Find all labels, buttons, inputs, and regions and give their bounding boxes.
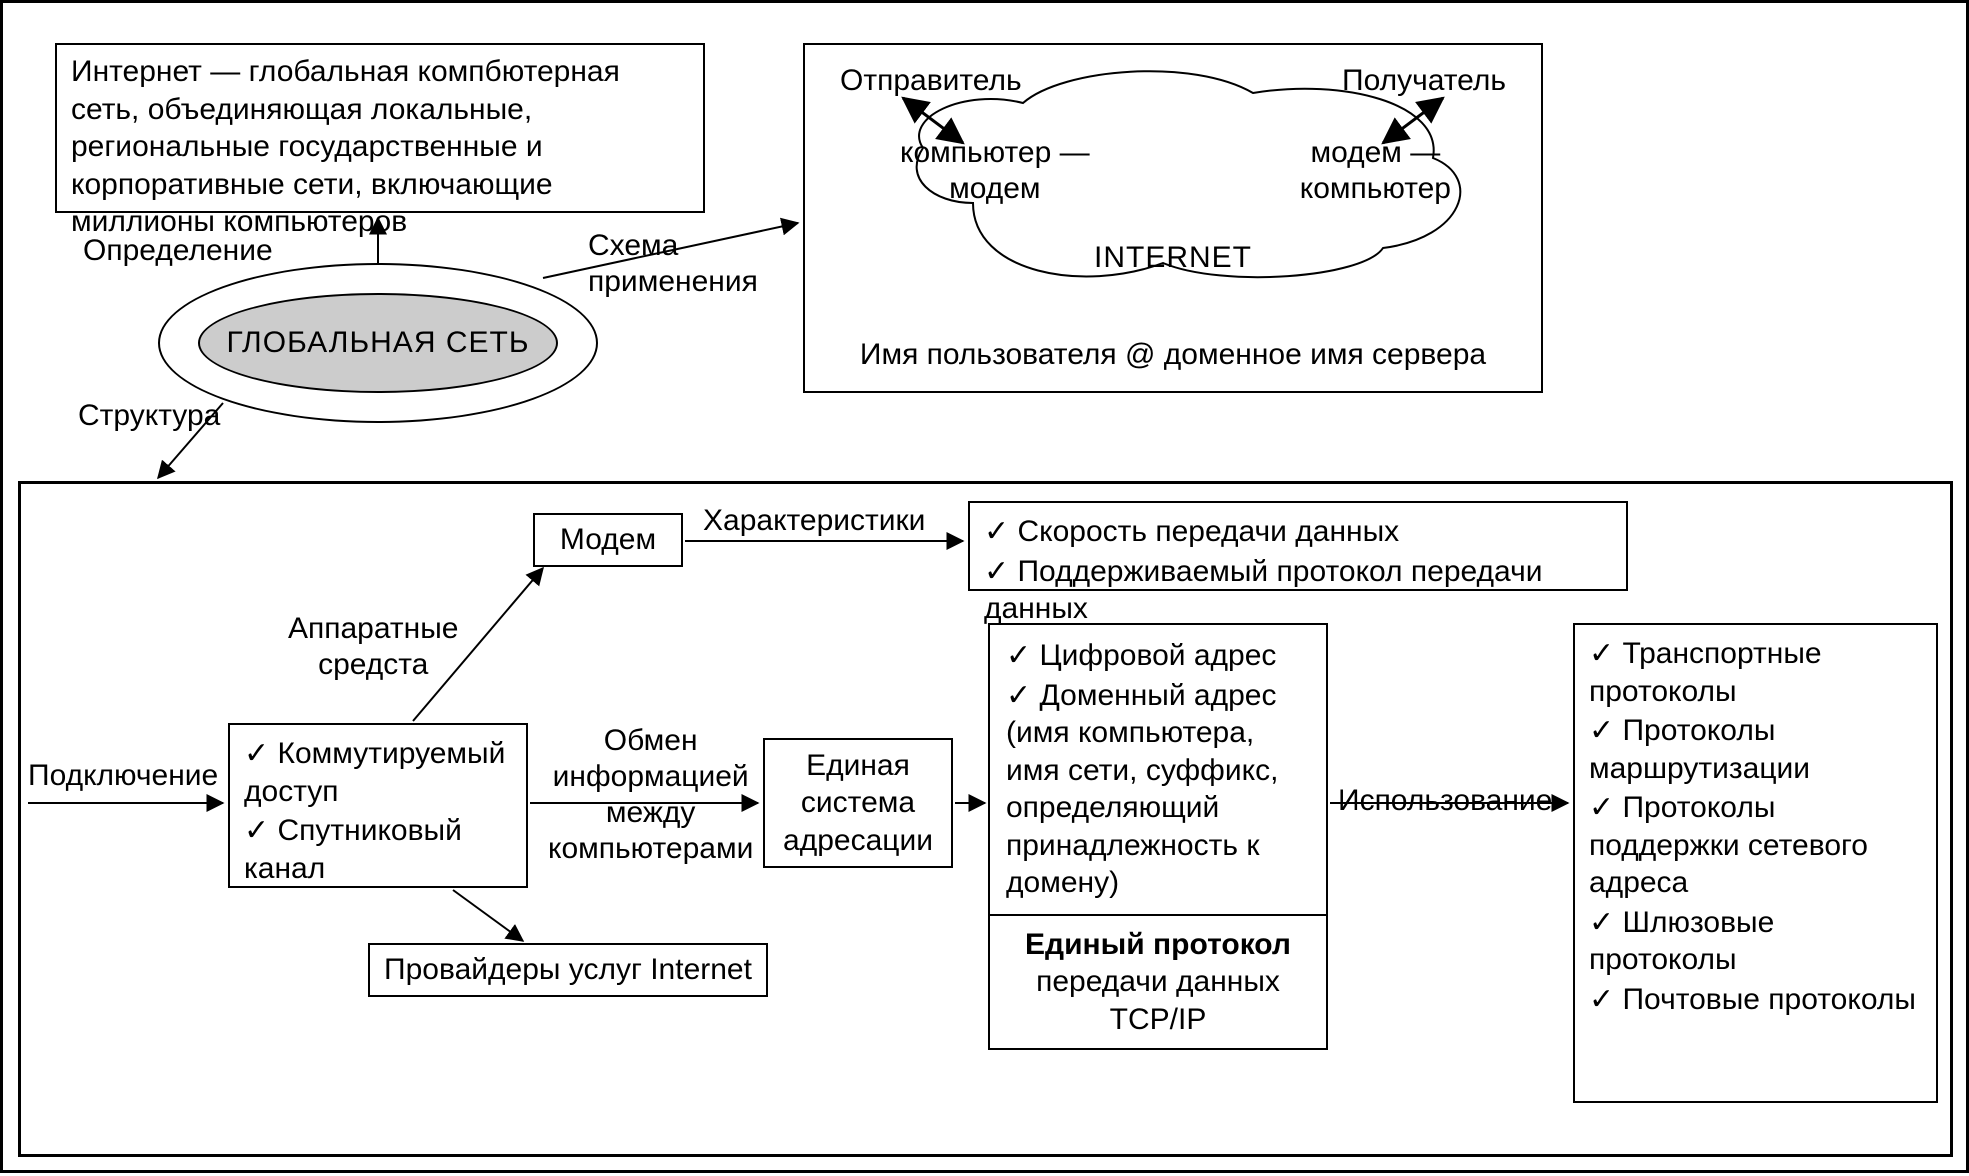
protocol-item: Протоколы маршрутизации (1589, 712, 1922, 787)
protocol-sub: передачи данных TCP/IP (1006, 963, 1310, 1038)
protocol-item: Транспортные протоколы (1589, 635, 1922, 710)
modem-chars-box: Скорость передачи данных Поддерживаемый … (968, 501, 1628, 591)
addr-item: Доменный адрес (имя компьютера, имя сети… (1006, 677, 1310, 902)
label-structure: Структура (78, 398, 220, 434)
label-characteristics: Характеристики (703, 503, 925, 539)
schema-left-pair: компьютер — модем (900, 135, 1090, 207)
protocols-list: Транспортные протоколы Протоколы маршрут… (1589, 635, 1922, 1018)
protocol-title: Единый протокол (1006, 926, 1310, 964)
ellipse-inner: ГЛОБАЛЬНАЯ СЕТЬ (198, 293, 558, 393)
addressing-details-list: Цифровой адрес Доменный адрес (имя компь… (1006, 637, 1310, 902)
modem-char-item: Скорость передачи данных (984, 513, 1612, 551)
schema-box: Отправитель Получатель компьютер — модем… (803, 43, 1543, 393)
schema-bottom: Имя пользователя @ доменное имя сервера (825, 337, 1521, 373)
modem-chars-list: Скорость передачи данных Поддерживаемый … (984, 513, 1612, 628)
access-item: Спутниковый канал (244, 812, 512, 887)
schema-sender: Отправитель (840, 63, 1022, 99)
access-box: Коммутируемый доступ Спутниковый канал (228, 723, 528, 888)
schema-cloud-label: INTERNET (825, 240, 1521, 276)
protocols-box: Транспортные протоколы Протоколы маршрут… (1573, 623, 1938, 1103)
schema-receiver: Получатель (1342, 63, 1506, 99)
protocol-item: Протоколы поддержки сетевого адреса (1589, 789, 1922, 902)
ellipse-label: ГЛОБАЛЬНАЯ СЕТЬ (226, 326, 529, 360)
addressing-details-box: Цифровой адрес Доменный адрес (имя компь… (988, 623, 1328, 916)
modem-char-item: Поддерживаемый протокол передачи данных (984, 553, 1612, 628)
modem-box: Модем (533, 513, 683, 567)
access-list: Коммутируемый доступ Спутниковый канал (244, 735, 512, 887)
definition-box: Интернет — глобальная компбютерная сеть,… (55, 43, 705, 213)
providers-text: Провайдеры услуг Internet (384, 951, 752, 989)
definition-text: Интернет — глобальная компбютерная сеть,… (71, 55, 620, 238)
modem-text: Модем (560, 521, 656, 559)
label-usage: Использование (1338, 783, 1552, 819)
addressing-box: Единая система адресации (763, 738, 953, 868)
protocol-box: Единый протокол передачи данных TCP/IP (988, 916, 1328, 1051)
label-exchange: Обмен информацией между компьютерами (548, 723, 753, 867)
label-hardware: Аппаратные средста (288, 611, 458, 683)
diagram-canvas: Интернет — глобальная компбютерная сеть,… (0, 0, 1969, 1173)
addressing-text: Единая система адресации (783, 747, 933, 860)
protocol-stack: Цифровой адрес Доменный адрес (имя компь… (988, 623, 1328, 1050)
label-definition: Определение (83, 233, 273, 269)
label-schema: Схема применения (588, 228, 758, 300)
addr-item: Цифровой адрес (1006, 637, 1310, 675)
label-connection: Подключение (28, 758, 218, 794)
schema-right-pair: модем — компьютер (1300, 135, 1451, 207)
providers-box: Провайдеры услуг Internet (368, 943, 768, 997)
access-item: Коммутируемый доступ (244, 735, 512, 810)
protocol-item: Почтовые протоколы (1589, 981, 1922, 1019)
protocol-item: Шлюзовые протоколы (1589, 904, 1922, 979)
